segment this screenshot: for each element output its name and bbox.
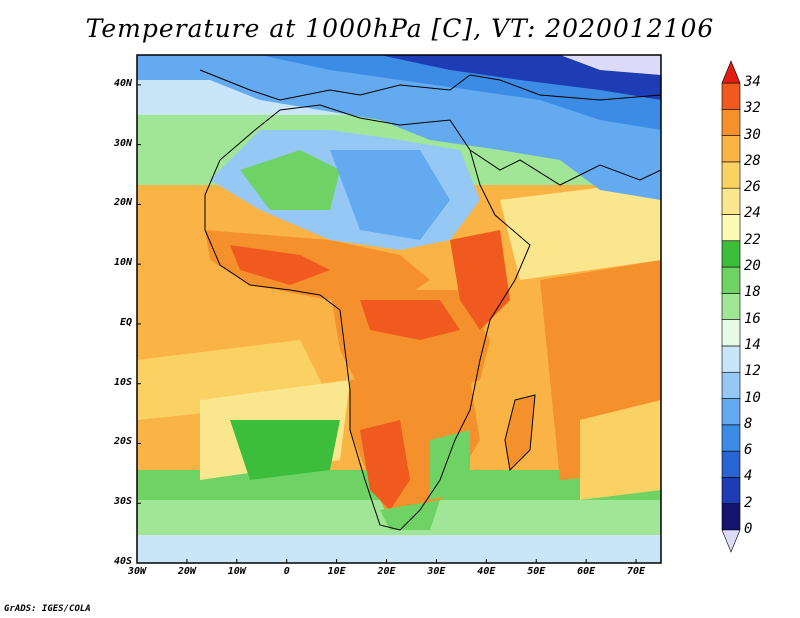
colorbar-level-label: 26 (744, 179, 761, 196)
colorbar-level-label: 14 (744, 336, 761, 353)
colorbar-level-label: 4 (744, 468, 753, 485)
tick-marks (136, 84, 637, 564)
colorbar-segment (721, 371, 741, 399)
colorbar-over-triangle (721, 60, 741, 84)
x-tick-label: 70E (627, 566, 646, 577)
colorbar-under-triangle (721, 529, 741, 553)
y-tick-label: 40S (113, 556, 132, 567)
colorbar-segment (721, 450, 741, 478)
x-tick-label: 40E (477, 566, 496, 577)
x-tick-label: 60E (577, 566, 596, 577)
x-tick-label: 50E (527, 566, 546, 577)
colorbar-segment (721, 477, 741, 505)
x-tick-label: 20E (377, 566, 396, 577)
colorbar-level-label: 6 (744, 442, 753, 459)
colorbar-level-label: 18 (744, 284, 761, 301)
colorbar-segment (721, 161, 741, 189)
x-tick-label: 30E (427, 566, 446, 577)
temperature-field (137, 55, 661, 563)
colorbar-segment (721, 187, 741, 215)
y-tick-label: 40N (113, 77, 132, 89)
colorbar-segment (721, 266, 741, 294)
y-tick-label: EQ (119, 316, 132, 328)
credit-text: GrADS: IGES/COLA (4, 604, 91, 614)
y-tick-label: 30S (113, 496, 132, 508)
colorbar-level-label: 30 (744, 126, 761, 143)
colorbar-segment (721, 503, 741, 531)
y-tick-label: 20N (113, 197, 132, 209)
colorbar-segment (721, 319, 741, 347)
colorbar-segment (721, 293, 741, 320)
x-tick-label: 30W (127, 566, 147, 577)
y-tick-label: 30N (113, 137, 132, 149)
colorbar-level-label: 12 (744, 363, 761, 380)
coastlines (199, 69, 662, 531)
x-tick-label: 0 (283, 566, 290, 577)
colorbar-segment (721, 108, 741, 136)
colorbar-level-label: 22 (744, 231, 761, 248)
colorbar-level-label: 20 (744, 258, 761, 275)
colorbar-level-label: 34 (744, 74, 761, 90)
x-tick-label: 10W (227, 566, 246, 577)
colorbar-level-label: 2 (744, 494, 753, 511)
colorbar-segment (721, 214, 741, 242)
colorbar-level-label: 16 (744, 310, 761, 327)
colorbar-level-label: 8 (744, 415, 753, 432)
colorbar-segment (721, 424, 741, 452)
colorbar-segment (721, 398, 741, 426)
colorbar-level-label: 24 (744, 205, 761, 222)
colorbar-level-label: 32 (744, 100, 761, 117)
colorbar (721, 60, 741, 553)
x-tick-label: 20W (177, 566, 196, 577)
colorbar-level-label: 0 (744, 521, 753, 537)
colorbar-segment (721, 82, 741, 110)
y-tick-label: 10N (113, 257, 132, 269)
colorbar-level-label: 10 (744, 389, 761, 406)
colorbar-level-label: 28 (744, 152, 761, 169)
y-tick-label: 10S (113, 376, 132, 388)
x-tick-label: 10E (327, 566, 346, 577)
plot-frame (136, 54, 662, 564)
colorbar-segment (721, 345, 741, 373)
colorbar-segment (721, 240, 741, 268)
y-tick-label: 20S (113, 436, 132, 448)
colorbar-segment (721, 135, 741, 163)
map-title: Temperature at 1000hPa [C], VT: 20200121… (85, 14, 715, 43)
